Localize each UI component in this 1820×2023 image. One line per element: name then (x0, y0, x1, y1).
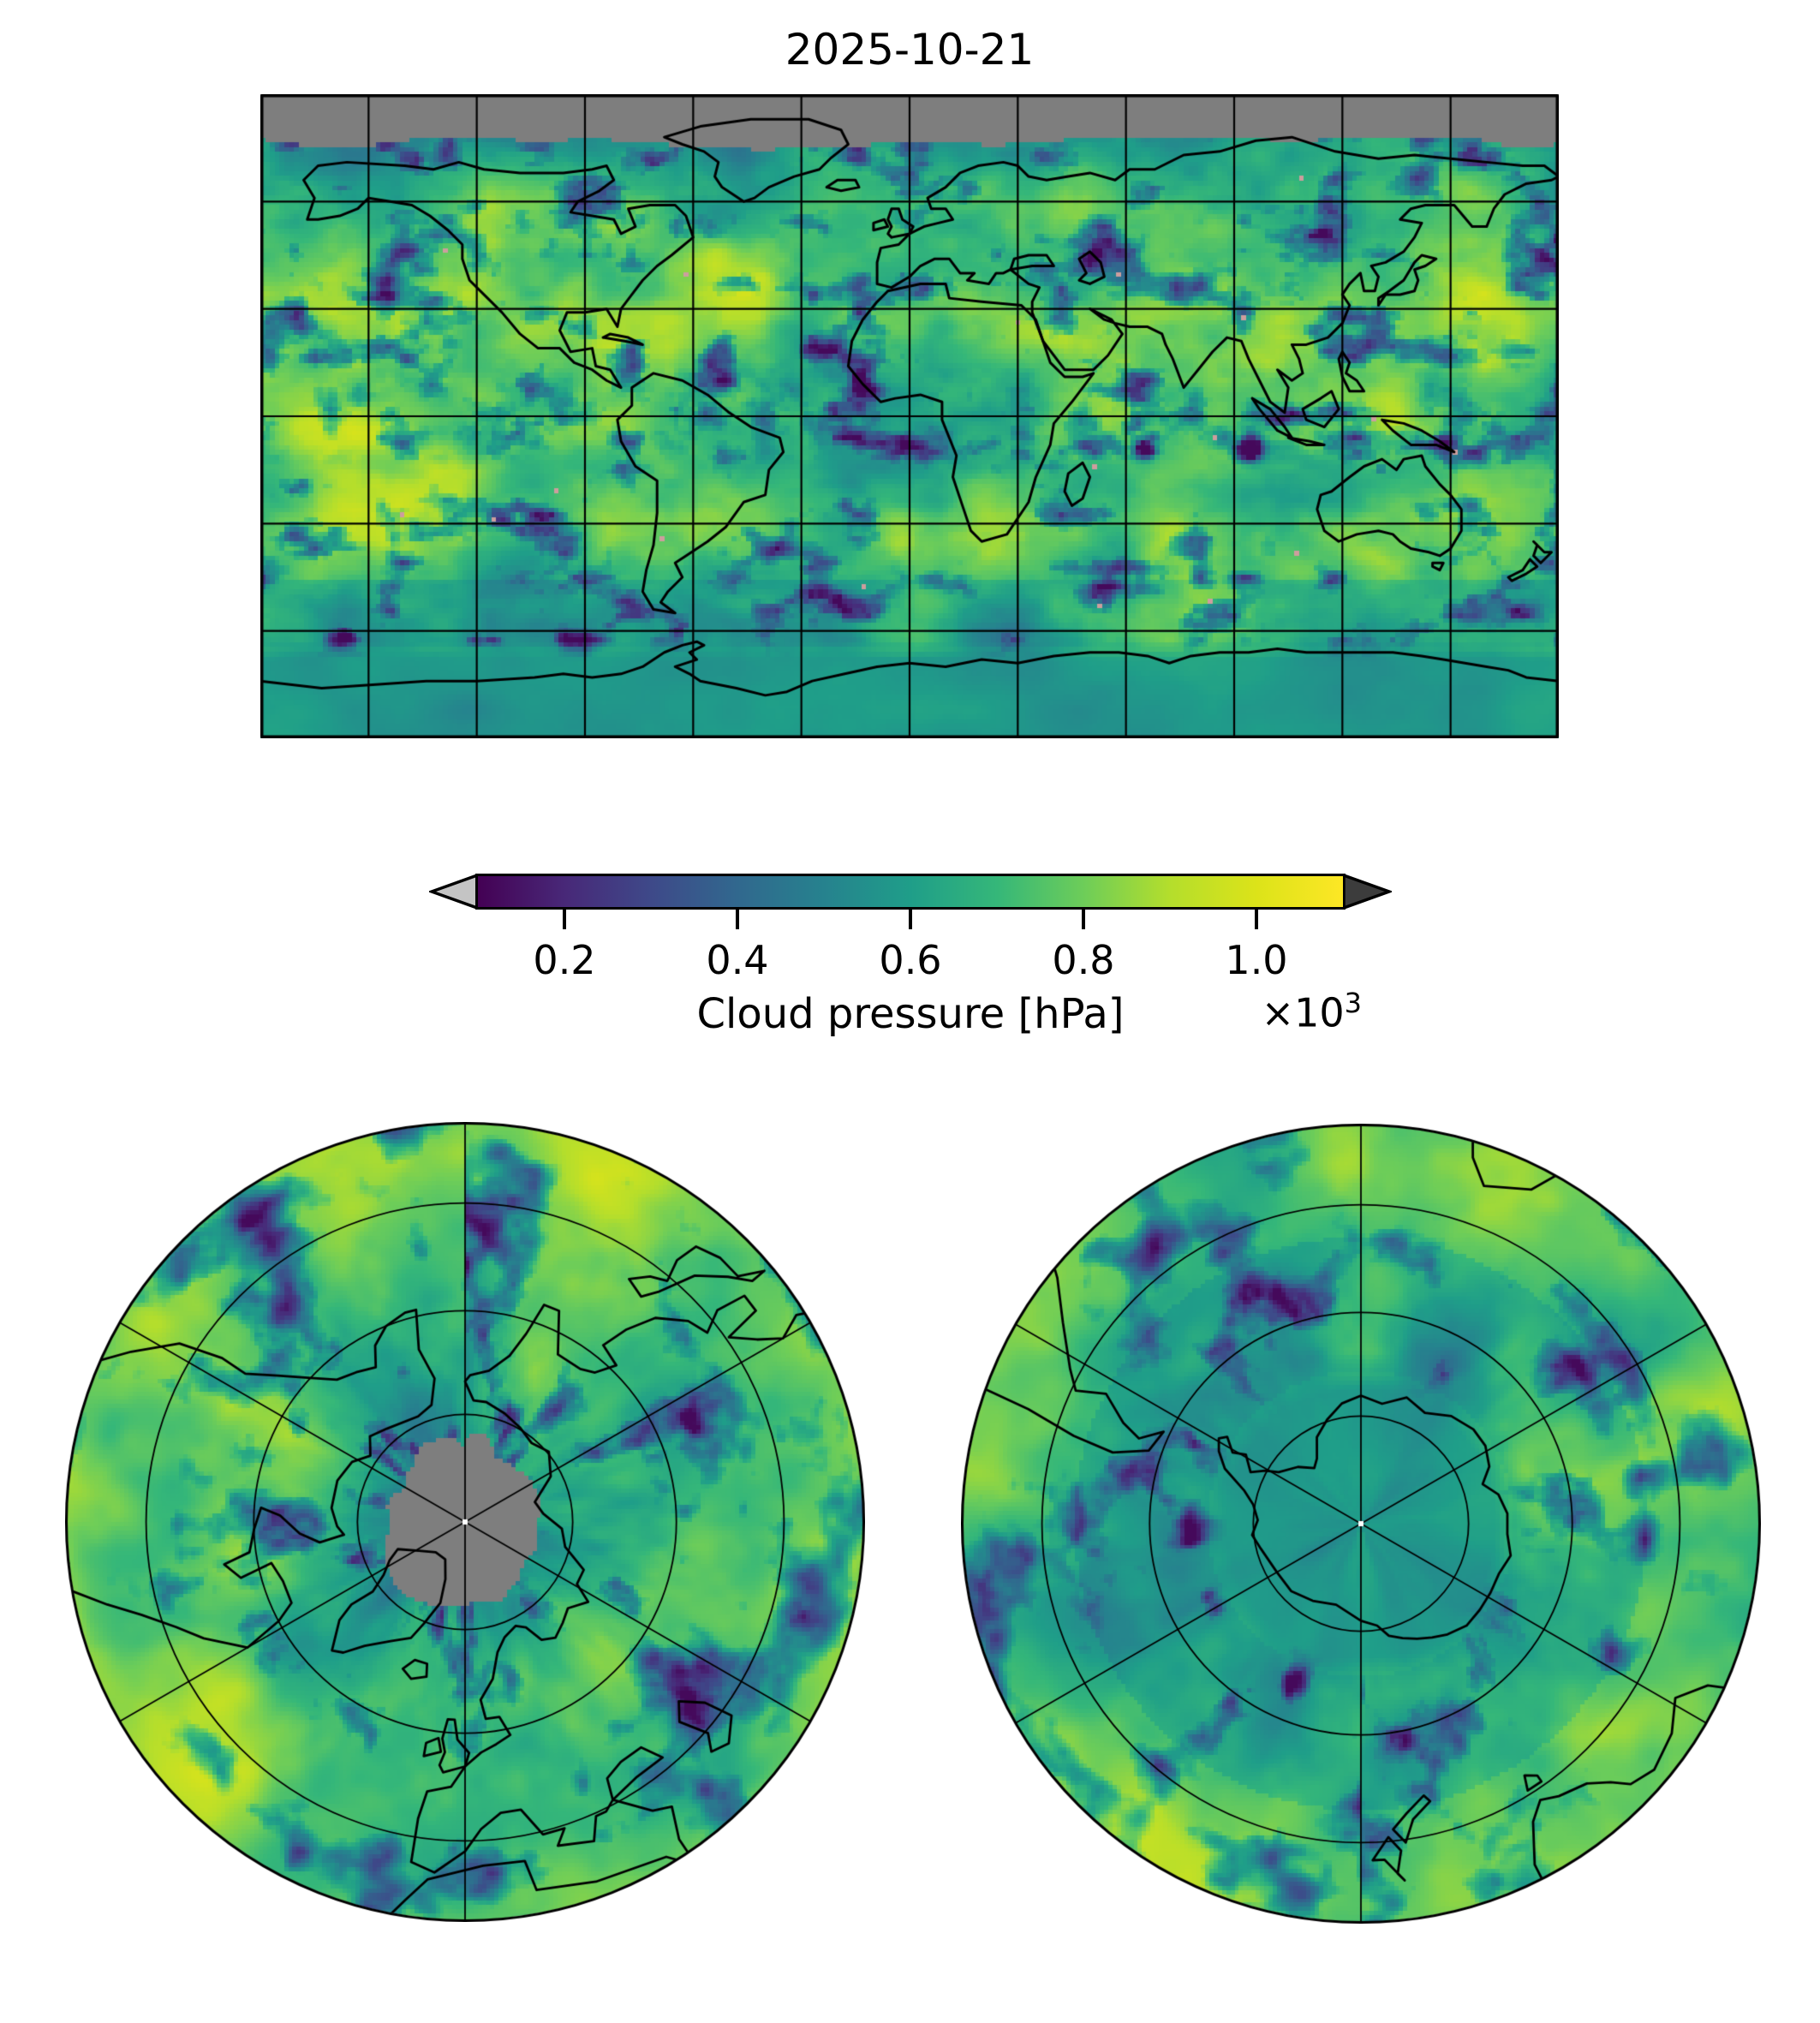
plot-title: 2025-10-21 (785, 25, 1035, 75)
colorbar-tick-label: 0.8 (1052, 937, 1115, 983)
south-polar-map-canvas (961, 1124, 1761, 1924)
colorbar-tick-label: 0.4 (706, 937, 769, 983)
colorbar-under-arrow (429, 874, 477, 910)
north-polar-map-canvas (65, 1122, 865, 1922)
colorbar-tickmark (736, 909, 739, 929)
world-map-canvas (260, 94, 1559, 738)
colorbar-tickmark (1082, 909, 1085, 929)
colorbar-tickmark (1255, 909, 1258, 929)
colorbar-tick-label: 1.0 (1225, 937, 1288, 983)
colorbar-over-arrow (1344, 874, 1392, 910)
colorbar-tick-label: 0.2 (533, 937, 596, 983)
colorbar-tickmark (909, 909, 912, 929)
colorbar-axis-label: Cloud pressure [hPa] (696, 990, 1125, 1038)
colorbar-gradient (475, 874, 1346, 910)
colorbar-offset-text: ×103 (1261, 987, 1362, 1036)
colorbar-tick-label: 0.6 (879, 937, 942, 983)
colorbar-tickmark (563, 909, 566, 929)
